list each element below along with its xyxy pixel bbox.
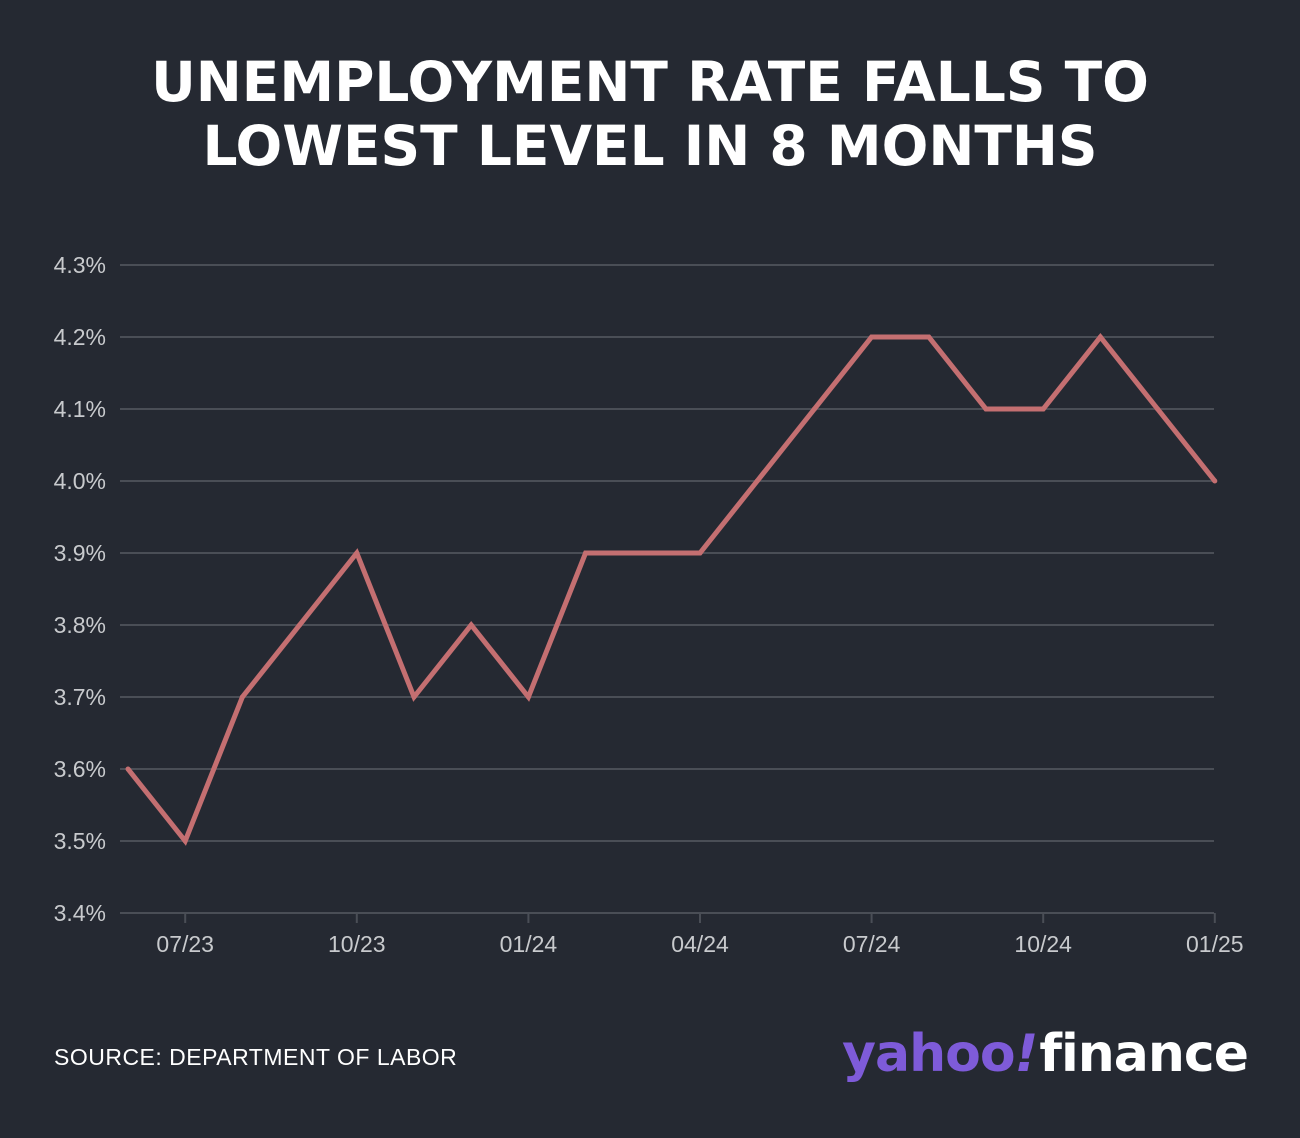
x-tick-label: 07/24 bbox=[843, 931, 901, 957]
y-tick-label: 4.2% bbox=[54, 324, 106, 350]
data-point bbox=[754, 478, 760, 484]
y-tick-label: 4.3% bbox=[54, 252, 106, 278]
y-tick-label: 3.5% bbox=[54, 828, 106, 854]
line-chart: 4.3% 4.2% 4.1% 4.0% 3.9% 3.8% 3.7% 3.6% 3.5% 3.4%… bbox=[54, 252, 1244, 957]
data-point bbox=[1040, 406, 1046, 412]
data-point bbox=[525, 694, 531, 700]
chart-title: UNEMPLOYMENT RATE FALLS TO LOWEST LEVEL … bbox=[0, 50, 1300, 178]
y-tick-label: 4.1% bbox=[54, 396, 106, 422]
data-point bbox=[926, 334, 932, 340]
y-tick-label: 3.7% bbox=[54, 684, 106, 710]
data-point bbox=[697, 550, 703, 556]
chart-title-line-1: UNEMPLOYMENT RATE FALLS TO bbox=[151, 50, 1149, 114]
data-point bbox=[1155, 406, 1161, 412]
data-point bbox=[811, 406, 817, 412]
y-tick-label: 4.0% bbox=[54, 468, 106, 494]
y-tick-label: 3.8% bbox=[54, 612, 106, 638]
y-tick-label: 3.6% bbox=[54, 756, 106, 782]
x-tick-label: 01/24 bbox=[500, 931, 558, 957]
unemployment-rate-line bbox=[126, 332, 1217, 846]
data-point bbox=[239, 694, 245, 700]
x-tick-label: 10/23 bbox=[328, 931, 386, 957]
data-point bbox=[1212, 478, 1218, 484]
data-point bbox=[297, 622, 303, 628]
data-point bbox=[583, 550, 589, 556]
data-point bbox=[1097, 334, 1103, 340]
yahoo-finance-logo: yahoo!finance bbox=[842, 1022, 1249, 1086]
data-point bbox=[354, 550, 360, 556]
source-note: SOURCE: DEPARTMENT OF LABOR bbox=[54, 1044, 458, 1070]
data-point bbox=[125, 766, 131, 772]
x-tick-label: 01/25 bbox=[1186, 931, 1244, 957]
data-point bbox=[468, 622, 474, 628]
data-point bbox=[182, 838, 188, 844]
logo-yahoo-text: yahoo bbox=[842, 1024, 1015, 1084]
x-tick-label: 07/23 bbox=[156, 931, 214, 957]
logo-exclamation: ! bbox=[1014, 1024, 1039, 1084]
x-tick-label: 04/24 bbox=[671, 931, 729, 957]
data-point bbox=[411, 694, 417, 700]
x-tick-label: 10/24 bbox=[1014, 931, 1072, 957]
data-point bbox=[869, 334, 875, 340]
y-tick-label: 3.4% bbox=[54, 900, 106, 926]
chart-title-line-2: LOWEST LEVEL IN 8 MONTHS bbox=[202, 114, 1098, 178]
logo-finance-text: finance bbox=[1039, 1024, 1249, 1084]
data-point bbox=[983, 406, 989, 412]
data-point bbox=[640, 550, 646, 556]
y-tick-label: 3.9% bbox=[54, 540, 106, 566]
